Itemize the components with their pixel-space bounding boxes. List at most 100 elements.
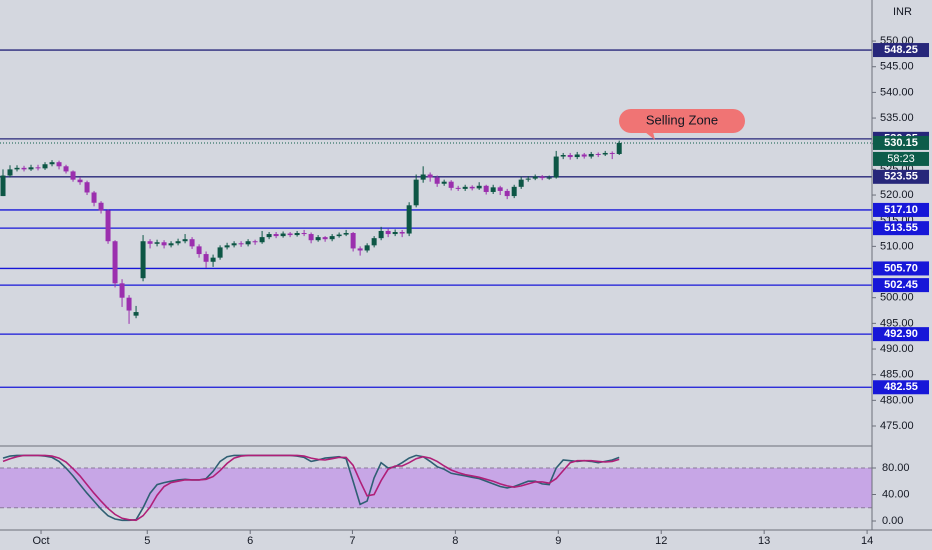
level-label: 482.55 [884,381,918,393]
candle-body [364,245,370,251]
y-tick-label: 510.00 [880,240,914,252]
annotation: Selling Zone [646,112,718,127]
x-tick-label: 14 [861,535,873,547]
x-tick-label: Oct [32,535,49,547]
candle-body [315,237,321,241]
candle-body [497,187,503,191]
y-tick-label: 475.00 [880,420,914,432]
currency-label: INR [893,6,912,18]
candle-body [112,241,118,284]
level-label: 523.55 [884,171,918,183]
candle-body [581,154,587,157]
candle-body [21,167,27,170]
candle-body [28,167,34,170]
candle-body [259,237,265,243]
candle-body [294,233,300,236]
level-label-box [873,261,929,276]
candle-body [385,230,391,235]
candle-body [343,233,349,235]
candle-body [245,241,251,245]
x-tick-label: 7 [349,535,355,547]
candle-body [0,175,6,197]
y-tick-label: 0.00 [882,515,903,527]
candle-body [140,241,146,279]
countdown-label: 58:23 [887,153,915,165]
candle-body [154,242,160,244]
x-tick-label: 13 [758,535,770,547]
candle-body [308,234,314,241]
candle-body [532,176,538,179]
candle-body [378,230,384,239]
candle-body [49,162,55,165]
y-tick-label: 80.00 [882,462,910,474]
candle-body [238,243,244,245]
candle-body [252,241,258,243]
candle-body [203,254,209,262]
candle-body [329,236,335,240]
candle-body [560,155,566,157]
candle-body [231,243,237,246]
candle-body [525,178,531,180]
candle-body [35,167,41,169]
candle-body [196,246,202,255]
candle-body [350,233,356,249]
candle-body [574,154,580,158]
candle-body [595,153,601,155]
x-tick-label: 6 [247,535,253,547]
stoch-line [2,454,620,522]
level-label-box [873,327,929,342]
level-label-box [873,202,929,217]
candle-body [63,166,69,172]
candle-body [14,167,20,170]
candle-body [287,233,293,236]
candle-body [462,186,468,189]
x-tick-label: 9 [555,535,561,547]
candle-body [511,186,517,197]
y-tick-label: 480.00 [880,394,914,406]
x-tick-label: 5 [144,535,150,547]
candle-body [70,171,76,180]
candle-body [357,248,363,251]
candle-body [476,185,482,189]
candle-body [434,177,440,184]
stoch-band [0,467,872,508]
candle-body [553,156,559,178]
candle-body [588,153,594,157]
candle-body [301,233,307,235]
level-label-box [873,278,929,293]
level-label: 502.45 [884,279,918,291]
candle-body [105,210,111,242]
y-tick-label: 40.00 [882,488,910,500]
candle-body [273,234,279,237]
countdown-box [873,151,929,166]
level-label-box [873,380,929,395]
x-tick-label: 8 [452,535,458,547]
candle-body [504,190,510,197]
candle-body [56,162,62,167]
level-label: 513.55 [884,222,918,234]
candle-body [420,174,426,180]
last-price-label: 530.15 [884,137,918,149]
candle-body [91,192,97,203]
candle-body [147,241,153,244]
candle-body [7,169,13,176]
candle-body [490,187,496,192]
candle-body [427,174,433,178]
candle-body [567,155,573,158]
candle-body [336,234,342,237]
candle-body [182,239,188,242]
level-label: 517.10 [884,204,918,216]
candle-body [189,239,195,247]
candle-body [161,242,167,246]
y-tick-label: 495.00 [880,317,914,329]
candle-body [119,283,125,298]
level-label: 492.90 [884,328,918,340]
candle-body [42,164,48,169]
candle-body [133,312,139,316]
y-tick-label: 485.00 [880,369,914,381]
candle-body [602,152,608,155]
y-tick-label: 520.00 [880,189,914,201]
y-tick-label: 535.00 [880,112,914,124]
